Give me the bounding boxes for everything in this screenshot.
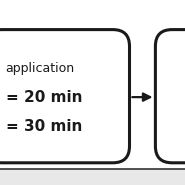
- Text: = 20 min: = 20 min: [6, 90, 82, 105]
- Text: application: application: [6, 62, 75, 75]
- Text: = 30 min: = 30 min: [6, 119, 82, 134]
- FancyBboxPatch shape: [155, 30, 185, 163]
- FancyBboxPatch shape: [0, 169, 185, 185]
- FancyBboxPatch shape: [0, 30, 130, 163]
